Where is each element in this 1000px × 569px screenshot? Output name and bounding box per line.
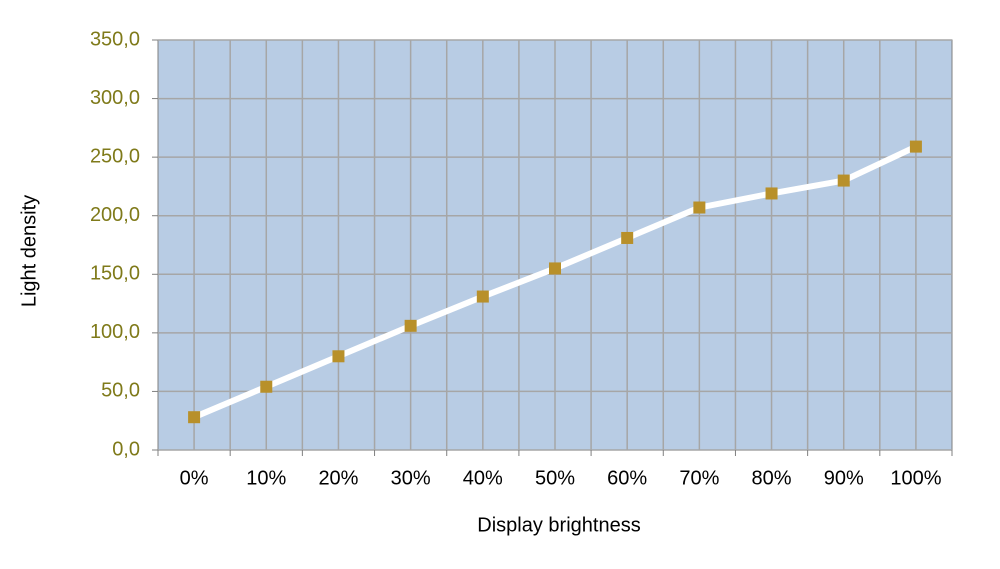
marker [693, 201, 706, 214]
marker [260, 380, 273, 393]
y-tick-label: 0,0 [112, 438, 140, 460]
x-axis-title: Display brightness [477, 514, 640, 536]
x-tick-label: 90% [824, 467, 864, 489]
marker [332, 350, 345, 363]
x-tick-label: 40% [463, 467, 503, 489]
marker [909, 140, 922, 153]
y-tick-label: 250,0 [90, 145, 140, 167]
y-tick-label: 300,0 [90, 87, 140, 109]
y-tick-label: 100,0 [90, 321, 140, 343]
y-axis-title: Light density [18, 195, 40, 307]
marker [765, 187, 778, 200]
y-tick-label: 150,0 [90, 263, 140, 285]
marker [404, 319, 417, 332]
marker [621, 231, 634, 244]
x-tick-label: 50% [535, 467, 575, 489]
marker [549, 262, 561, 275]
x-tick-label: 0% [180, 467, 209, 489]
x-tick-label: 70% [679, 467, 719, 489]
x-tick-label: 30% [391, 467, 431, 489]
x-tick-label: 80% [752, 467, 792, 489]
y-tick-label: 200,0 [90, 204, 140, 226]
marker [188, 411, 201, 424]
marker [476, 290, 489, 303]
x-tick-label: 60% [607, 467, 647, 489]
x-tick-label: 100% [890, 467, 941, 489]
y-tick-label: 50,0 [101, 380, 140, 402]
x-tick-label: 20% [318, 467, 358, 489]
x-tick-label: 10% [246, 467, 286, 489]
y-tick-label: 350,0 [90, 28, 140, 50]
marker [837, 174, 850, 187]
